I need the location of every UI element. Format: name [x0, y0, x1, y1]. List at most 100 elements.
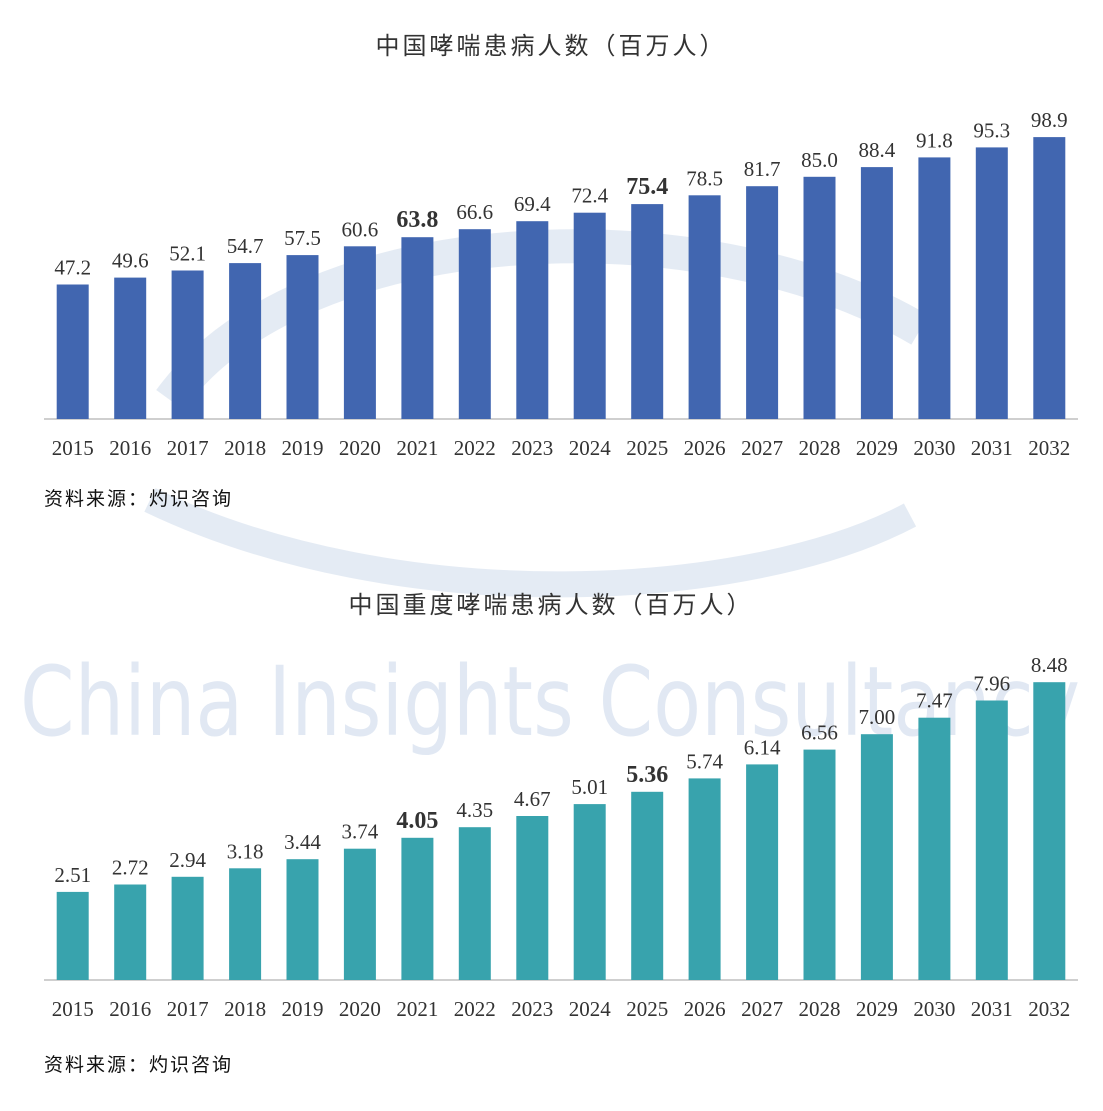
x-tick-2027: 2027 — [741, 997, 783, 1021]
x-tick-2032: 2032 — [1028, 997, 1070, 1021]
x-tick-2031: 2031 — [971, 436, 1013, 460]
x-tick-2030: 2030 — [913, 997, 955, 1021]
data-label-2017: 2.94 — [169, 848, 206, 872]
x-tick-2017: 2017 — [167, 436, 209, 460]
x-tick-2023: 2023 — [511, 997, 553, 1021]
x-tick-2027: 2027 — [741, 436, 783, 460]
x-tick-2030: 2030 — [913, 436, 955, 460]
bar-2027 — [746, 764, 779, 980]
x-tick-2020: 2020 — [339, 436, 381, 460]
x-tick-2024: 2024 — [569, 997, 612, 1021]
data-label-2029: 88.4 — [859, 138, 896, 162]
x-tick-2023: 2023 — [511, 436, 553, 460]
data-label-2018: 3.18 — [227, 839, 264, 863]
chart-asthma-patients: 中国哮喘患病人数（百万人） 47.2 49.6 52.1 54.7 57.5 60.6 63… — [44, 32, 1078, 510]
x-tick-2018: 2018 — [224, 436, 266, 460]
x-tick-2031: 2031 — [971, 997, 1013, 1021]
data-label-2025: 5.36 — [626, 762, 668, 788]
data-label-2027: 6.14 — [744, 735, 781, 759]
data-label-2016: 2.72 — [112, 856, 149, 880]
bar-2029 — [860, 734, 893, 980]
data-label-2029: 7.00 — [859, 705, 896, 729]
data-label-2016: 49.6 — [112, 249, 149, 273]
data-label-2028: 6.56 — [801, 721, 838, 745]
x-tick-2018: 2018 — [224, 997, 266, 1021]
x-tick-2029: 2029 — [856, 997, 898, 1021]
source-note: 资料来源：灼识咨询 — [44, 488, 233, 510]
bar-group — [56, 137, 1066, 420]
data-label-2019: 57.5 — [284, 226, 321, 250]
x-tick-2015: 2015 — [52, 436, 94, 460]
data-label-2025: 75.4 — [626, 174, 668, 200]
data-label-2032: 98.9 — [1031, 108, 1068, 132]
bar-2017 — [171, 270, 204, 419]
bar-2015 — [56, 891, 89, 980]
bar-2022 — [458, 229, 491, 419]
x-tick-2029: 2029 — [856, 436, 898, 460]
bar-2023 — [516, 816, 549, 980]
bar-2020 — [343, 246, 376, 419]
x-tick-2017: 2017 — [167, 997, 209, 1021]
watermark-text: China Insights Consultancy — [20, 646, 1080, 758]
data-label-2021: 4.05 — [396, 808, 438, 834]
bar-2023 — [516, 221, 549, 419]
bar-2018 — [229, 263, 262, 419]
bar-2025 — [631, 791, 664, 980]
bar-2031 — [975, 147, 1008, 419]
bar-2028 — [803, 749, 836, 980]
data-label-2019: 3.44 — [284, 830, 321, 854]
data-label-2023: 69.4 — [514, 192, 551, 216]
bar-2017 — [171, 876, 204, 980]
x-tick-2021: 2021 — [396, 997, 438, 1021]
x-tick-2022: 2022 — [454, 997, 496, 1021]
data-label-group: 2.51 2.72 2.94 3.18 3.44 3.74 4.05 4.35 4.67 5.01… — [54, 653, 1067, 887]
data-label-2024: 5.01 — [571, 775, 608, 799]
bar-2016 — [114, 277, 147, 419]
x-tick-2022: 2022 — [454, 436, 496, 460]
data-label-2027: 81.7 — [744, 157, 781, 181]
x-tick-2032: 2032 — [1028, 436, 1070, 460]
data-label-2018: 54.7 — [227, 234, 264, 258]
x-tick-2015: 2015 — [52, 997, 94, 1021]
x-tick-2026: 2026 — [684, 997, 726, 1021]
x-tick-2025: 2025 — [626, 997, 668, 1021]
bar-2021 — [401, 837, 434, 980]
bar-2019 — [286, 859, 319, 980]
x-tick-2016: 2016 — [109, 997, 151, 1021]
source-note: 资料来源：灼识咨询 — [44, 1054, 233, 1076]
bar-2026 — [688, 778, 721, 980]
bar-2032 — [1033, 137, 1066, 419]
x-tick-2019: 2019 — [282, 436, 324, 460]
x-tick-2019: 2019 — [282, 997, 324, 1021]
x-tick-2021: 2021 — [396, 436, 438, 460]
bar-2015 — [56, 284, 89, 419]
data-label-2032: 8.48 — [1031, 653, 1068, 677]
data-label-2031: 95.3 — [973, 118, 1010, 142]
data-label-2030: 7.47 — [916, 689, 953, 713]
x-tick-2025: 2025 — [626, 436, 668, 460]
chart-title: 中国哮喘患病人数（百万人） — [376, 32, 727, 60]
bar-2027 — [746, 186, 779, 419]
chart-severe-asthma-patients: 中国重度哮喘患病人数（百万人） 2.51 2.72 2.94 3.18 3.44 3.74… — [44, 591, 1078, 1076]
bar-2018 — [229, 868, 262, 980]
bar-2021 — [401, 237, 434, 419]
data-label-2026: 78.5 — [686, 166, 723, 190]
data-label-2015: 2.51 — [54, 863, 91, 887]
data-label-2020: 60.6 — [342, 217, 379, 241]
bar-2016 — [114, 884, 147, 980]
data-label-2017: 52.1 — [169, 242, 206, 266]
x-tick-2020: 2020 — [339, 997, 381, 1021]
bar-2030 — [918, 717, 951, 980]
data-label-2028: 85.0 — [801, 148, 838, 172]
data-label-2026: 5.74 — [686, 749, 723, 773]
x-tick-group: 2015 2016 2017 2018 2019 2020 2021 2022 2023 2024… — [52, 436, 1071, 460]
bar-2024 — [573, 804, 606, 980]
bar-2026 — [688, 195, 721, 419]
data-label-2021: 63.8 — [396, 207, 438, 233]
bar-group — [56, 682, 1066, 980]
chart-title: 中国重度哮喘患病人数（百万人） — [349, 591, 754, 619]
x-tick-2016: 2016 — [109, 436, 151, 460]
x-tick-group: 2015 2016 2017 2018 2019 2020 2021 2022 2023 2024… — [52, 997, 1071, 1021]
bar-2030 — [918, 157, 951, 419]
